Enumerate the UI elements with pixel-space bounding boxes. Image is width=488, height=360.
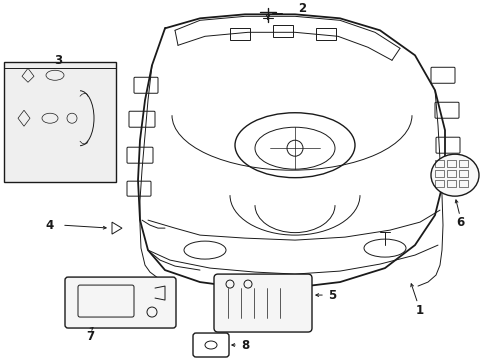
Bar (434, 160, 443, 167)
FancyBboxPatch shape (214, 274, 311, 332)
Text: 4: 4 (46, 219, 54, 231)
Bar (315, 28, 335, 40)
Text: 3: 3 (54, 54, 62, 67)
Text: 6: 6 (455, 216, 463, 229)
Bar (229, 28, 249, 40)
Bar (458, 170, 467, 177)
Bar (446, 160, 455, 167)
Bar (434, 180, 443, 187)
Text: 8: 8 (241, 338, 248, 351)
Text: 2: 2 (297, 2, 305, 15)
Bar (458, 180, 467, 187)
Text: 5: 5 (327, 289, 335, 302)
FancyBboxPatch shape (65, 277, 176, 328)
Bar (446, 180, 455, 187)
Bar (458, 160, 467, 167)
Text: 7: 7 (86, 329, 94, 342)
Ellipse shape (430, 154, 478, 196)
Bar (4, 62, 116, 182)
Text: 1: 1 (415, 303, 423, 316)
Bar (434, 170, 443, 177)
Bar (446, 170, 455, 177)
Bar (272, 25, 292, 37)
